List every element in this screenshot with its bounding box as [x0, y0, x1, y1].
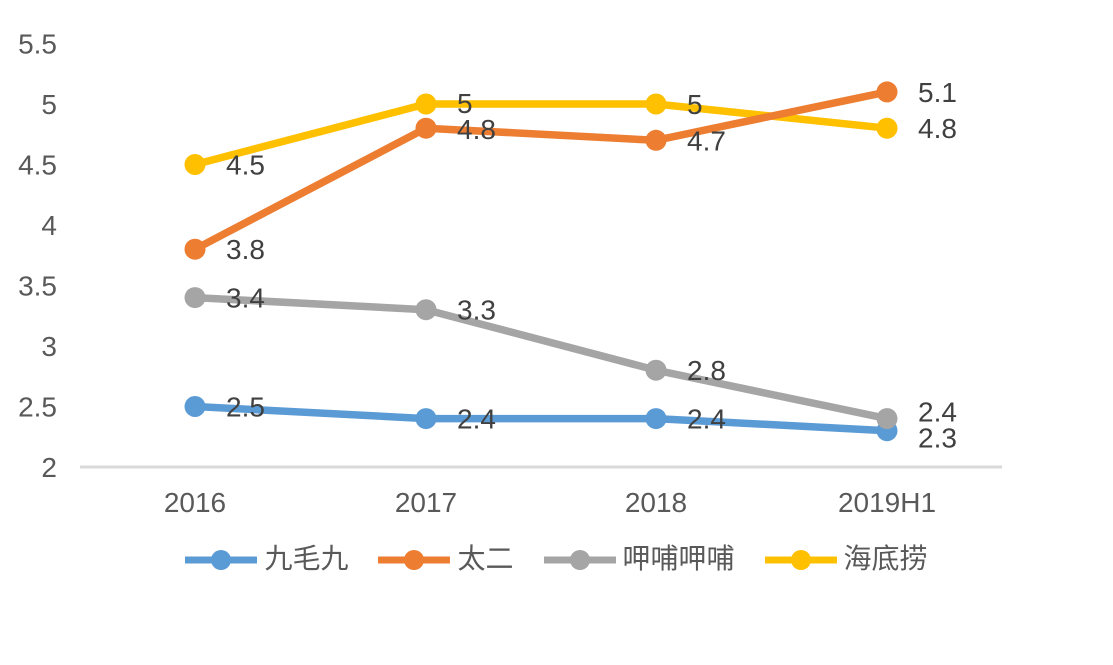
data-point-呷哺呷哺-2018	[645, 359, 667, 381]
data-label-太二-2016: 3.8	[226, 234, 265, 265]
y-axis-tick-label: 4	[41, 210, 57, 241]
data-label-海底捞-2018: 5	[687, 89, 703, 120]
data-point-太二-2018	[645, 129, 667, 151]
chart-legend: 九毛九 太二 呷哺呷哺 海底捞	[0, 546, 1113, 574]
data-point-海底捞-2019H1	[876, 117, 898, 139]
data-label-呷哺呷哺-2018: 2.8	[687, 355, 726, 386]
data-label-海底捞-2016: 4.5	[226, 150, 265, 181]
y-axis-tick-label: 5.5	[18, 29, 57, 60]
legend-label: 海底捞	[843, 544, 928, 575]
data-point-呷哺呷哺-2016	[184, 287, 206, 309]
legend-label: 九毛九	[264, 544, 349, 575]
data-point-太二-2019H1	[876, 81, 898, 103]
data-point-九毛九-2016	[184, 396, 206, 417]
y-axis-tick-label: 3.5	[18, 271, 57, 302]
data-point-太二-2016	[184, 238, 206, 260]
data-label-九毛九-2018: 2.4	[687, 404, 726, 435]
x-axis-tick-label: 2017	[395, 487, 457, 518]
data-point-呷哺呷哺-2019H1	[876, 408, 898, 430]
data-label-九毛九-2019H1: 2.3	[918, 423, 957, 454]
y-axis-tick-label: 4.5	[18, 150, 57, 181]
data-label-太二-2019H1: 5.1	[918, 77, 957, 108]
data-label-呷哺呷哺-2016: 3.4	[226, 283, 265, 314]
y-axis-tick-label: 2.5	[18, 392, 57, 423]
series-line-呷哺呷哺	[191, 293, 891, 423]
y-axis-tick-label: 3	[41, 331, 57, 362]
data-label-海底捞-2019H1: 4.8	[918, 113, 957, 144]
series-line-九毛九	[191, 402, 891, 435]
legend-swatch-icon	[543, 550, 616, 570]
data-point-海底捞-2018	[645, 93, 667, 115]
data-label-九毛九-2017: 2.4	[457, 404, 496, 435]
y-axis-tick-label: 5	[41, 89, 57, 120]
data-point-九毛九-2018	[645, 408, 667, 430]
x-axis-tick-label: 2018	[625, 487, 687, 518]
legend-label: 呷哺呷哺	[622, 544, 735, 575]
legend-item-太二: 太二	[378, 544, 514, 575]
data-label-海底捞-2017: 5	[457, 88, 473, 119]
data-point-九毛九-2017	[415, 408, 437, 430]
series-line-太二	[191, 88, 891, 253]
data-point-呷哺呷哺-2017	[415, 299, 437, 321]
data-label-太二-2018: 4.7	[687, 125, 726, 156]
data-point-海底捞-2017	[415, 93, 437, 115]
data-label-呷哺呷哺-2019H1: 2.4	[918, 397, 957, 428]
data-label-呷哺呷哺-2017: 3.3	[457, 295, 496, 326]
legend-item-呷哺呷哺: 呷哺呷哺	[543, 544, 735, 575]
data-label-九毛九-2016: 2.5	[226, 392, 265, 423]
y-axis-tick-label: 2	[41, 452, 57, 483]
legend-swatch-icon	[378, 550, 451, 570]
x-axis-tick-label: 2016	[164, 487, 226, 518]
legend-swatch-icon	[764, 550, 837, 570]
data-point-太二-2017	[415, 117, 437, 139]
legend-label: 太二	[457, 544, 514, 575]
data-point-海底捞-2016	[184, 154, 206, 175]
x-axis-tick-label: 2019H1	[838, 487, 936, 518]
legend-item-九毛九: 九毛九	[185, 546, 348, 574]
plot-area: 2 2.5 3 3.5 4 4.5 5 5.5 2016 2017 2018 2019H1 4.5 3.8…	[18, 29, 1002, 518]
legend-swatch-icon	[185, 550, 258, 570]
legend-item-海底捞: 海底捞	[764, 544, 928, 575]
data-label-太二-2017: 4.8	[457, 114, 496, 145]
